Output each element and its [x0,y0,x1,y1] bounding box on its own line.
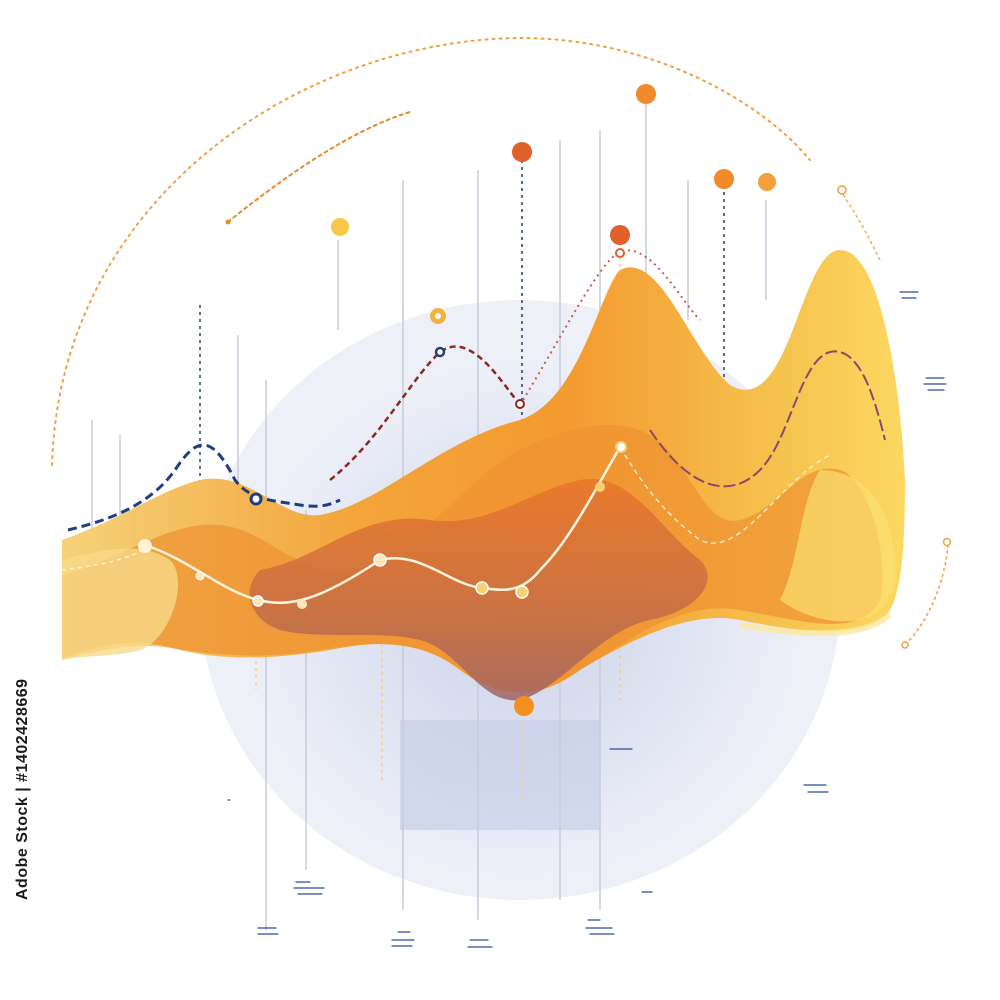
series-line-red [329,249,886,488]
dotted-arc-icon [51,36,949,646]
data-point-marker-icon [138,84,952,716]
stock-id-watermark: Adobe Stock | #1402428669 [14,678,31,900]
area-band [62,250,905,701]
illegible-label-marks [227,291,947,948]
series-line-white [61,446,831,604]
series-line-navy [67,443,341,532]
